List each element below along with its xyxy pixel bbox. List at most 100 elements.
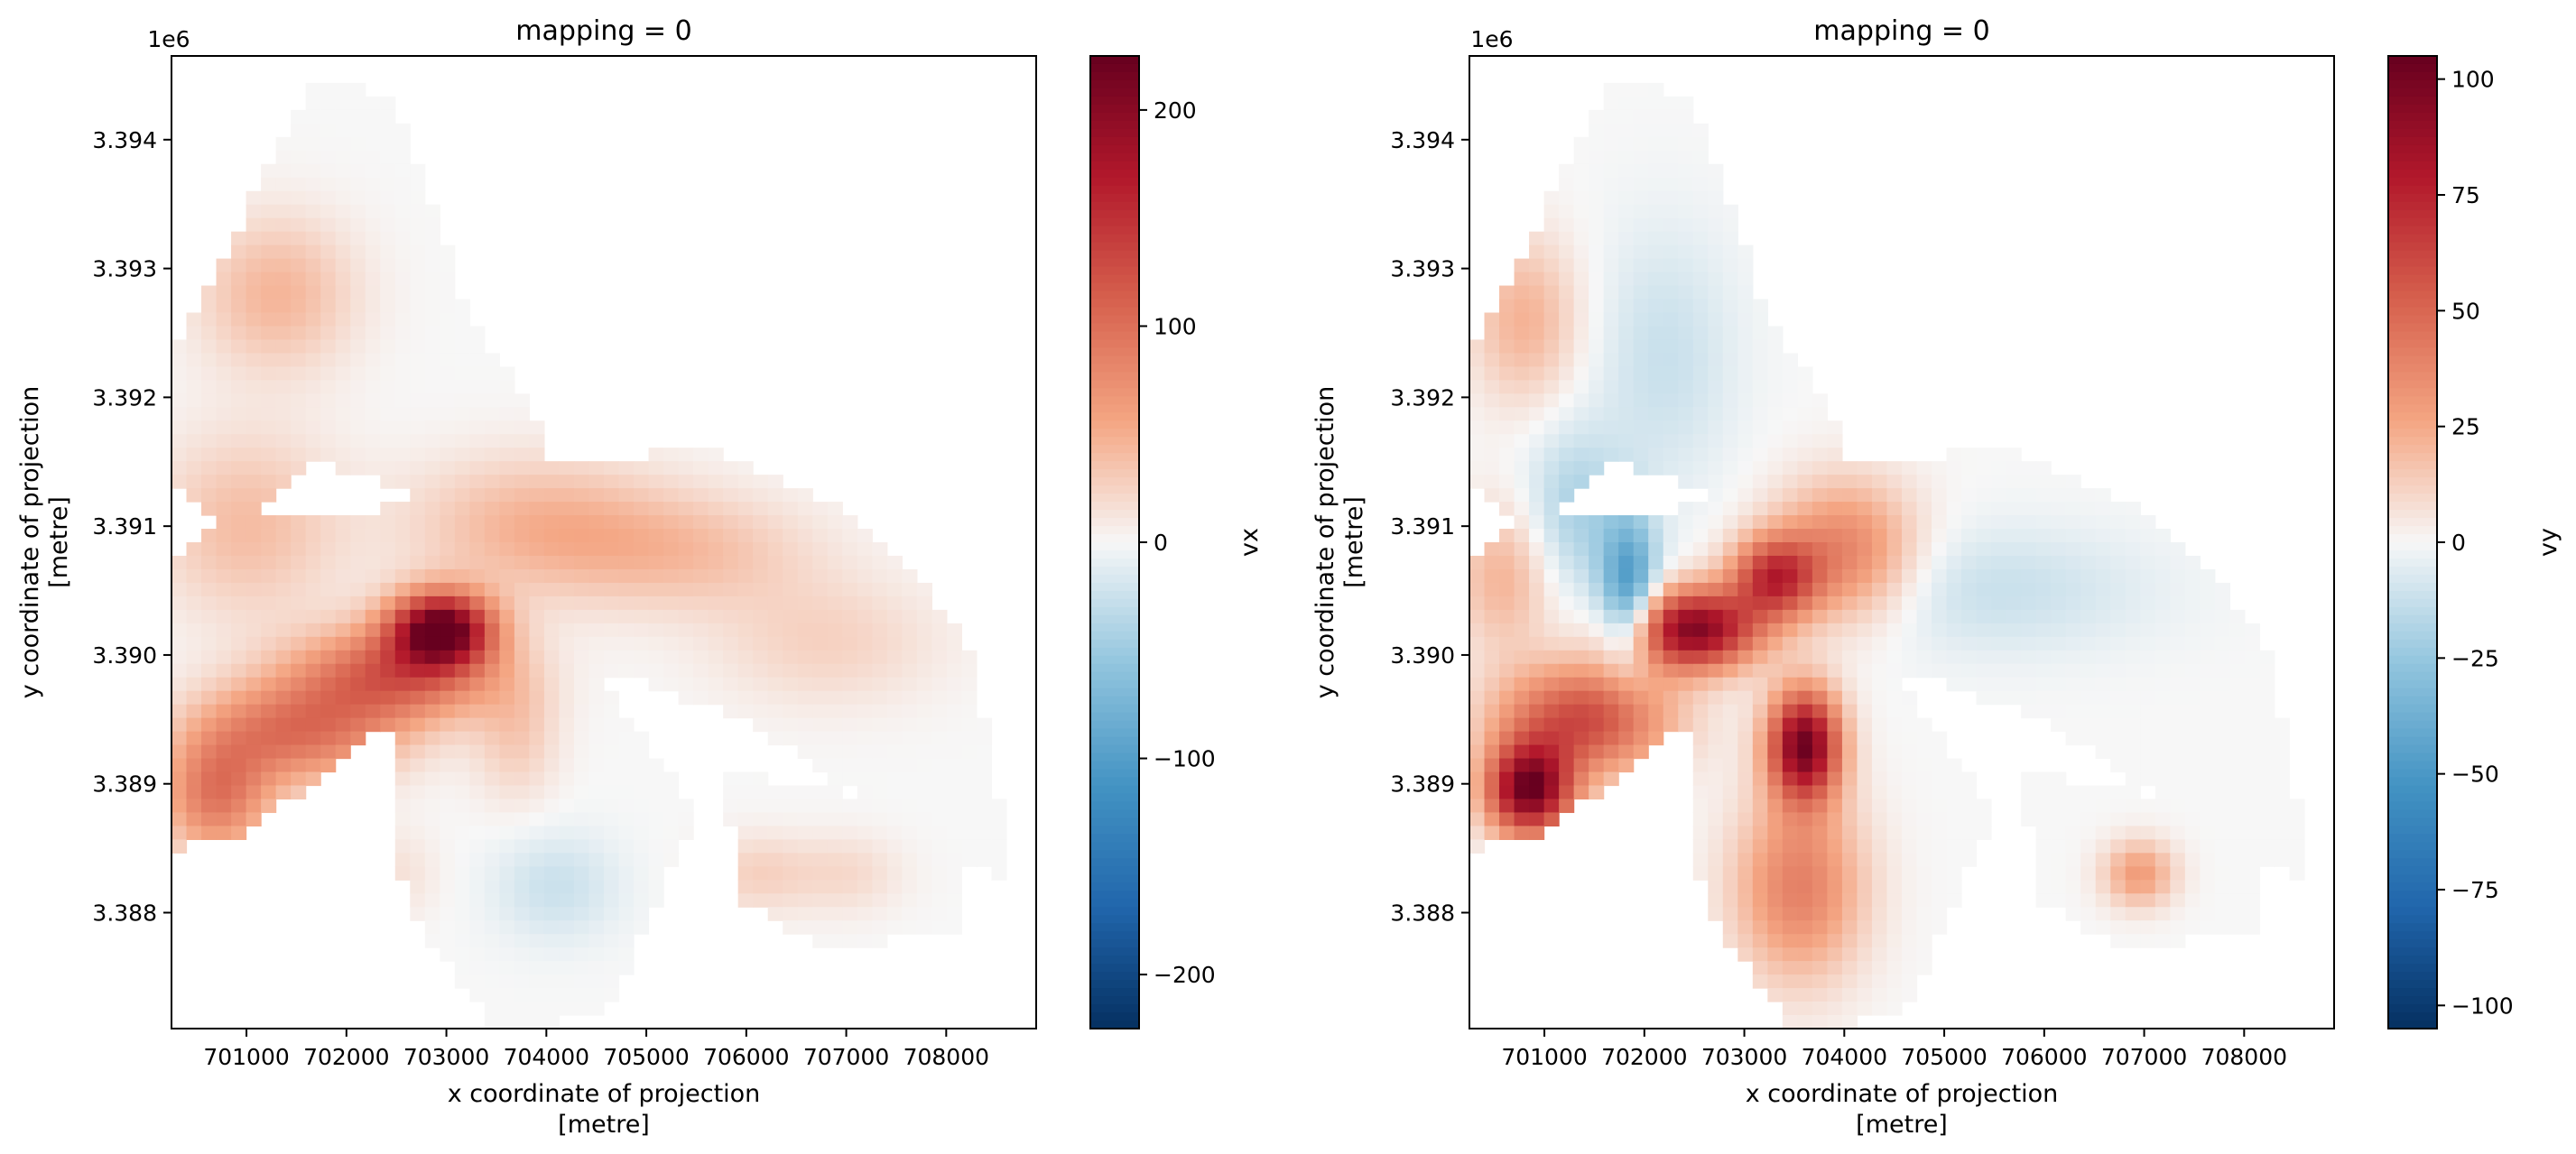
heatmap-cell: [1603, 690, 1619, 706]
heatmap-cell: [1841, 623, 1858, 638]
heatmap-cell: [618, 812, 635, 827]
heatmap-cell: [1543, 366, 1560, 381]
heatmap-cell: [872, 542, 888, 557]
heatmap-cell: [454, 826, 470, 840]
heatmap-cell: [588, 488, 605, 503]
heatmap-cell: [1946, 893, 1962, 908]
heatmap-cell: [424, 758, 440, 773]
heatmap-cell: [335, 555, 351, 570]
heatmap-cell: [1812, 636, 1829, 651]
heatmap-cell: [2095, 853, 2111, 867]
heatmap-cell: [812, 758, 829, 773]
heatmap-cell: [171, 812, 188, 827]
colorbar-segment: [2388, 56, 2437, 65]
heatmap-cell: [1529, 448, 1545, 462]
heatmap-cell: [1633, 136, 1649, 152]
heatmap-cell: [1708, 461, 1724, 475]
heatmap-cell: [1484, 663, 1500, 679]
heatmap-cell: [529, 974, 545, 989]
heatmap-cell: [1976, 515, 1992, 530]
heatmap-cell: [1573, 515, 1589, 530]
heatmap-cell: [394, 366, 411, 381]
heatmap-cell: [857, 529, 873, 543]
heatmap-cell: [1499, 448, 1515, 462]
heatmap-cell: [469, 947, 486, 962]
heatmap-cell: [410, 407, 426, 421]
heatmap-cell: [1499, 826, 1515, 840]
heatmap-cell: [2140, 717, 2156, 733]
heatmap-cell: [737, 839, 754, 854]
heatmap-cell: [1559, 204, 1575, 219]
heatmap-cell: [559, 529, 575, 543]
heatmap-cell: [1499, 609, 1515, 624]
heatmap-cell: [2244, 704, 2261, 719]
heatmap-cell: [1559, 799, 1575, 814]
heatmap-cell: [1648, 204, 1664, 219]
heatmap-cell: [186, 420, 202, 435]
heatmap-cell: [1827, 529, 1843, 543]
heatmap-cell: [380, 420, 396, 435]
heatmap-cell: [1469, 461, 1486, 475]
heatmap-cell: [246, 353, 262, 367]
heatmap-cell: [1678, 542, 1694, 557]
heatmap-cell: [902, 663, 918, 679]
heatmap-cell: [424, 893, 440, 908]
heatmap-cell: [320, 677, 337, 692]
heatmap-cell: [529, 704, 545, 719]
heatmap-cell: [2200, 636, 2216, 651]
heatmap-cell: [291, 339, 307, 354]
heatmap-cell: [1932, 636, 1948, 651]
heatmap-cell: [2065, 866, 2081, 881]
heatmap-cell: [543, 488, 561, 503]
heatmap-cell: [1543, 771, 1560, 787]
heatmap-cell: [469, 893, 486, 908]
heatmap-cell: [469, 609, 486, 624]
heatmap-cell: [484, 582, 500, 597]
heatmap-cell: [767, 839, 783, 854]
heatmap-cell: [1663, 582, 1679, 597]
heatmap-cell: [1559, 393, 1575, 408]
heatmap-cell: [812, 717, 829, 733]
heatmap-cell: [2200, 880, 2216, 894]
heatmap-cell: [648, 893, 664, 908]
heatmap-cell: [484, 866, 500, 881]
heatmap-cell: [1782, 880, 1798, 894]
heatmap-cell: [604, 609, 620, 624]
heatmap-cell: [1871, 609, 1888, 624]
heatmap-cell: [291, 650, 307, 665]
heatmap-cell: [1678, 407, 1694, 421]
heatmap-cell: [320, 717, 337, 733]
heatmap-cell: [1529, 771, 1545, 787]
heatmap-cell: [961, 785, 978, 800]
heatmap-cell: [588, 677, 605, 692]
heatmap-cell: [1722, 272, 1738, 287]
heatmap-cell: [484, 407, 500, 421]
heatmap-cell: [723, 515, 739, 530]
heatmap-cell: [1663, 636, 1679, 651]
heatmap-cell: [1514, 555, 1530, 570]
heatmap-cell: [231, 771, 247, 787]
heatmap-cell: [1782, 380, 1798, 394]
heatmap-cell: [708, 690, 724, 706]
heatmap-cell: [1797, 623, 1813, 638]
heatmap-cell: [753, 717, 769, 733]
heatmap-cell: [305, 529, 321, 543]
heatmap-cell: [1976, 609, 1992, 624]
heatmap-cell: [2095, 502, 2111, 516]
heatmap-cell: [1603, 326, 1619, 341]
heatmap-cell: [797, 650, 813, 665]
heatmap-cell: [618, 568, 635, 584]
heatmap-cell: [2244, 663, 2261, 679]
heatmap-cell: [753, 826, 769, 840]
heatmap-cell: [1782, 1015, 1798, 1029]
heatmap-cell: [1886, 502, 1903, 516]
heatmap-cell: [1722, 839, 1738, 854]
heatmap-cell: [320, 204, 337, 219]
heatmap-cell: [1961, 542, 1978, 557]
heatmap-cell: [246, 704, 262, 719]
heatmap-cell: [380, 663, 396, 679]
heatmap-cell: [305, 434, 321, 448]
heatmap-cell: [484, 1015, 500, 1029]
heatmap-cell: [1529, 366, 1545, 381]
heatmap-cell: [261, 663, 277, 679]
